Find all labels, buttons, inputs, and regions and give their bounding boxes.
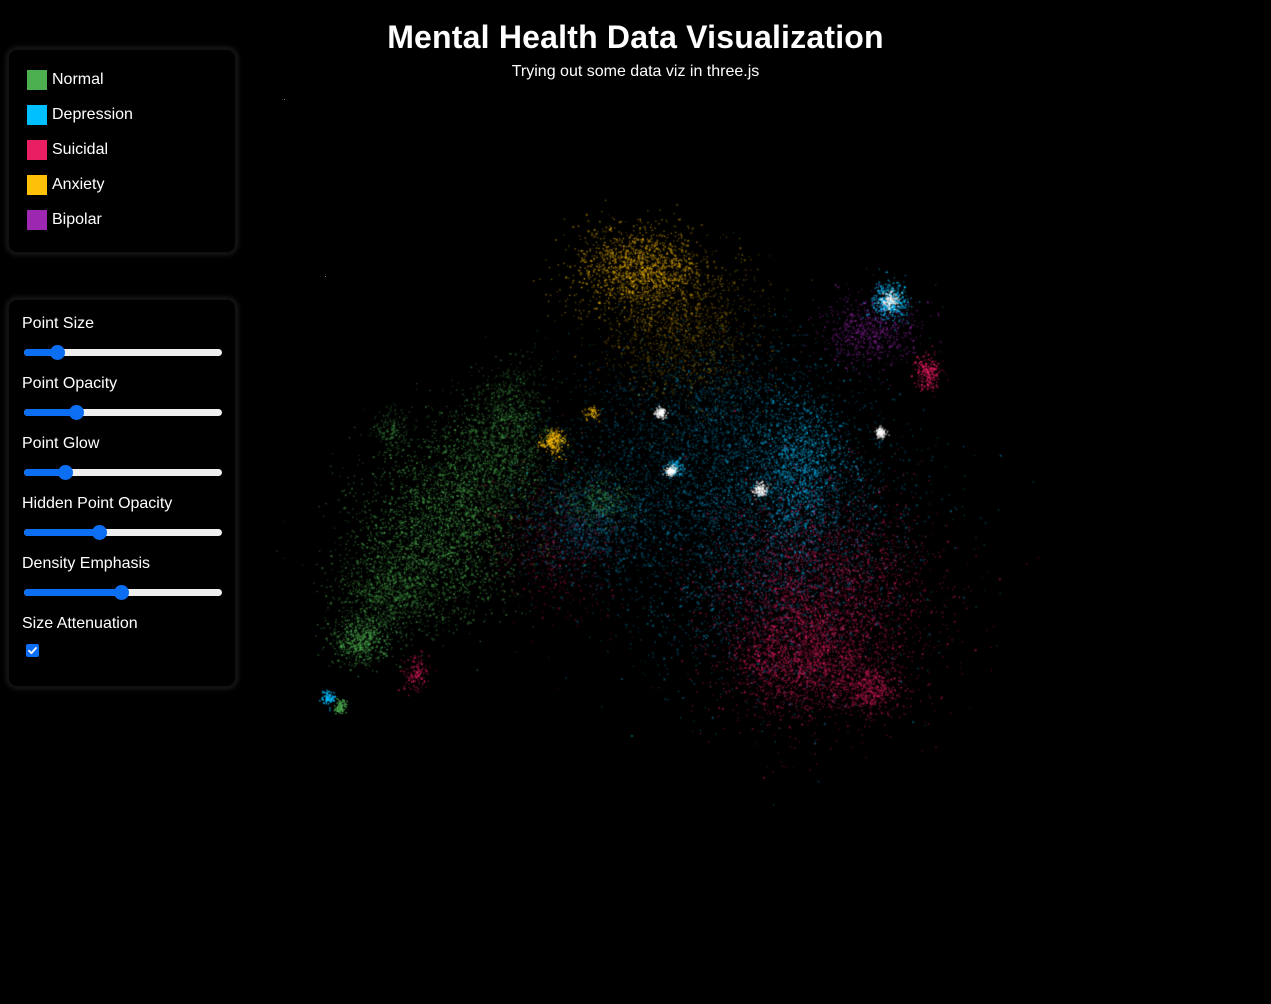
control-hidden-point-opacity: Hidden Point Opacity	[22, 494, 223, 554]
legend-swatch	[27, 105, 47, 125]
control-size-attenuation: Size Attenuation	[22, 614, 223, 674]
size-attenuation-label: Size Attenuation	[22, 615, 138, 632]
slider-track	[24, 409, 222, 416]
hidden-point-opacity-label: Hidden Point Opacity	[22, 495, 173, 512]
density-emphasis-label: Density Emphasis	[22, 555, 151, 572]
legend-label: Depression	[52, 106, 133, 123]
size-attenuation-checkbox[interactable]	[26, 644, 39, 657]
point-opacity-slider[interactable]	[24, 405, 222, 421]
slider-track	[24, 349, 222, 356]
hidden-point-opacity-slider[interactable]	[24, 525, 222, 541]
legend-swatch	[27, 140, 47, 160]
point-opacity-label: Point Opacity	[22, 375, 118, 392]
legend-label: Anxiety	[52, 176, 105, 193]
legend-item-normal[interactable]: Normal	[27, 70, 235, 90]
control-point-size: Point Size	[22, 314, 223, 374]
legend-panel: Normal Depression Suicidal Anxiety Bipol…	[7, 48, 237, 254]
slider-fill	[24, 529, 100, 536]
legend-item-anxiety[interactable]: Anxiety	[27, 175, 235, 195]
slider-thumb[interactable]	[68, 405, 84, 420]
legend-item-suicidal[interactable]: Suicidal	[27, 140, 235, 160]
stray-point	[325, 276, 326, 277]
point-size-label: Point Size	[22, 315, 95, 332]
slider-thumb[interactable]	[57, 465, 73, 480]
checkmark-icon	[28, 647, 37, 654]
control-point-glow: Point Glow	[22, 434, 223, 494]
legend-label: Suicidal	[52, 141, 109, 158]
controls-panel: Point Size Point Opacity Point Glow Hidd…	[7, 298, 237, 688]
legend-label: Normal	[52, 71, 104, 88]
slider-track	[24, 469, 222, 476]
slider-thumb[interactable]	[50, 345, 66, 360]
slider-thumb[interactable]	[114, 585, 130, 600]
legend-swatch	[27, 210, 47, 230]
legend-item-bipolar[interactable]: Bipolar	[27, 210, 235, 230]
slider-track	[24, 529, 222, 536]
point-glow-slider[interactable]	[24, 465, 222, 481]
stray-point	[284, 99, 285, 100]
slider-fill	[24, 409, 76, 416]
slider-fill	[24, 589, 122, 596]
point-glow-label: Point Glow	[22, 435, 100, 452]
legend-swatch	[27, 175, 47, 195]
slider-fill	[24, 469, 65, 476]
legend-item-depression[interactable]: Depression	[27, 105, 235, 125]
legend-label: Bipolar	[52, 211, 102, 228]
control-point-opacity: Point Opacity	[22, 374, 223, 434]
point-size-slider[interactable]	[24, 345, 222, 361]
legend-swatch	[27, 70, 47, 90]
slider-fill	[24, 349, 58, 356]
density-emphasis-slider[interactable]	[24, 585, 222, 601]
control-density-emphasis: Density Emphasis	[22, 554, 223, 614]
slider-thumb[interactable]	[92, 525, 108, 540]
